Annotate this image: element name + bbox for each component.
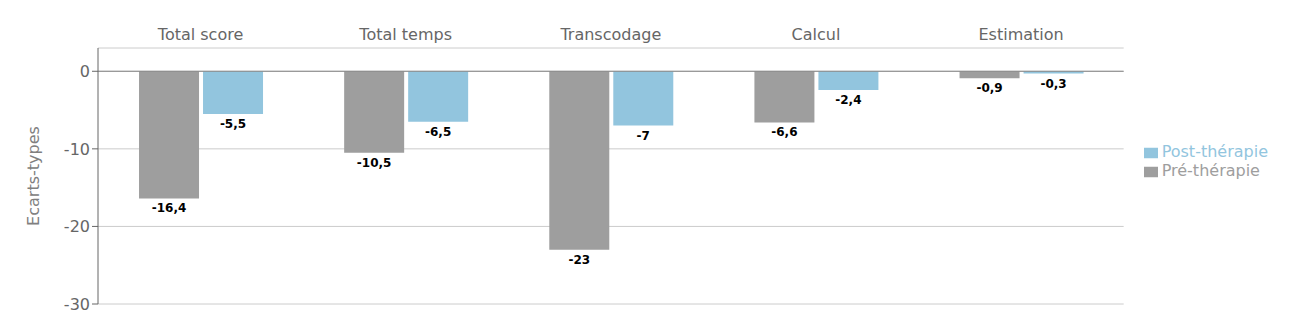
svg-text:-2,4: -2,4 (835, 93, 861, 107)
svg-text:Ecarts-types: Ecarts-types (24, 126, 43, 226)
svg-text:-7: -7 (637, 129, 650, 143)
svg-text:-30: -30 (64, 295, 90, 314)
svg-text:-6,5: -6,5 (425, 125, 451, 139)
svg-text:Transcodage: Transcodage (559, 25, 661, 44)
html-text:Post-thérapie: Post-thérapie (1161, 142, 1268, 161)
svg-text:0: 0 (80, 62, 90, 81)
svg-text:-10: -10 (64, 140, 90, 159)
html-text:Pré-thérapie: Pré-thérapie (1161, 161, 1260, 180)
svg-text:Calcul: Calcul (792, 25, 841, 44)
svg-text:-10,5: -10,5 (357, 156, 392, 170)
svg-text:Estimation: Estimation (978, 25, 1063, 44)
svg-text:-0,3: -0,3 (1040, 77, 1066, 91)
svg-text:-16,4: -16,4 (152, 201, 187, 215)
svg-text:-20: -20 (64, 217, 90, 236)
svg-text:-0,9: -0,9 (976, 81, 1002, 95)
svg-text:Total score: Total score (157, 25, 243, 44)
svg-text:-5,5: -5,5 (220, 117, 246, 131)
svg-text:Total temps: Total temps (358, 25, 452, 44)
svg-text:-23: -23 (568, 253, 590, 267)
svg-text:-6,6: -6,6 (771, 125, 797, 139)
